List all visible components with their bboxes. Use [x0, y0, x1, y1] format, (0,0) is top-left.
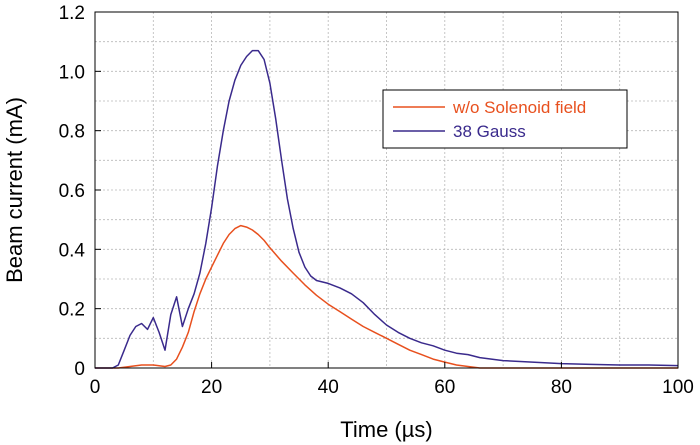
legend: w/o Solenoid field 38 Gauss: [382, 89, 628, 149]
series-layer: [95, 49, 679, 369]
y-tick-label: 0: [74, 359, 85, 380]
x-tick-label: 0: [90, 377, 101, 398]
y-tick-label: 0.2: [59, 300, 85, 321]
legend-label-38-gauss: 38 Gauss: [453, 122, 526, 141]
y-tick-label: 0.4: [59, 240, 86, 261]
x-tick-label: 60: [434, 377, 455, 398]
x-tick-label: 100: [662, 377, 694, 398]
grid-lines: [95, 12, 678, 368]
y-tick-label: 1.2: [59, 3, 85, 24]
series-line-0: [95, 224, 678, 369]
y-tick-label: 0.8: [59, 122, 85, 143]
y-tick-label: 1.0: [59, 62, 85, 83]
x-tick-label: 40: [318, 377, 339, 398]
series-line-1: [95, 49, 679, 369]
y-axis-title: Beam current (mA): [2, 97, 27, 283]
axis-ticks: 0 20 40 60 80 100 0 0.2 0.4 0.6 0.8 1.0 1.2: [59, 3, 694, 398]
x-axis-title: Time (µs): [340, 417, 433, 442]
legend-box: [382, 89, 628, 149]
legend-label-wo-solenoid: w/o Solenoid field: [452, 98, 586, 117]
x-tick-label: 80: [551, 377, 572, 398]
y-tick-label: 0.6: [59, 181, 85, 202]
x-tick-label: 20: [201, 377, 222, 398]
